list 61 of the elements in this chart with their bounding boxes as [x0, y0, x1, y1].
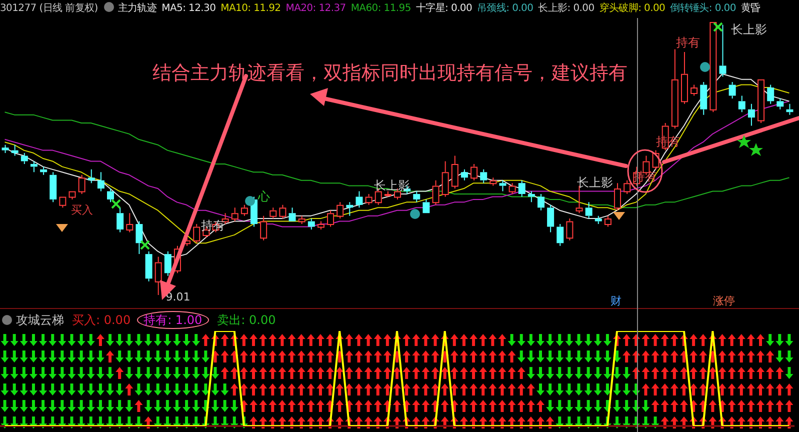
text: 长上影: 0.00	[538, 3, 594, 14]
text: 十字星: 0.00	[416, 3, 472, 14]
candlestick	[50, 172, 57, 203]
candlestick	[107, 188, 114, 203]
text: 黄昏	[740, 3, 760, 14]
candlestick	[88, 168, 95, 184]
candlestick	[585, 202, 592, 220]
annotation: 长上影	[731, 22, 767, 36]
candlestick	[413, 190, 420, 203]
text: MA20: 12.37	[286, 3, 346, 14]
candlestick	[116, 207, 124, 233]
candlestick	[40, 166, 48, 176]
candlestick	[422, 198, 430, 214]
candlestick	[738, 95, 746, 113]
annotation: 9.01	[166, 290, 190, 304]
candlestick	[537, 193, 544, 211]
text: 买入: 0.00	[72, 313, 131, 327]
annotation: 买入	[71, 204, 93, 216]
annotation: 持有	[676, 36, 700, 50]
text: 穿头破脚: 0.00	[599, 3, 666, 14]
annotation: 财	[610, 294, 622, 308]
candlestick	[97, 172, 104, 192]
chart-title: 301277 (日线 前复权)	[0, 3, 98, 14]
circle-outline: 持有: 1.00	[136, 311, 210, 329]
candlestick	[288, 207, 296, 222]
candlestick	[748, 103, 755, 126]
candlestick	[346, 202, 354, 216]
candlestick	[786, 103, 794, 116]
candlestick	[460, 168, 468, 181]
candlestick	[518, 180, 526, 198]
candlestick	[20, 152, 28, 164]
text: MA10: 11.92	[220, 3, 281, 14]
candlestick	[700, 82, 708, 116]
candlestick	[556, 224, 564, 246]
candlestick	[2, 144, 9, 154]
candlestick	[547, 204, 554, 233]
candlestick	[480, 168, 488, 184]
candlestick	[356, 190, 363, 208]
annotation: 长上影	[577, 176, 613, 190]
annotation: 涨停	[713, 294, 735, 308]
text: MA5: 12.30	[162, 3, 216, 14]
candlestick	[145, 250, 152, 282]
candlestick	[594, 215, 602, 225]
candlestick	[776, 98, 784, 110]
candlestick	[528, 190, 535, 203]
chart-subtitle: 主力轨迹	[118, 3, 157, 14]
text: 卖出: 0.00	[217, 313, 276, 327]
annotation: 心	[258, 190, 270, 204]
candlestick	[30, 160, 38, 173]
candlestick	[11, 144, 18, 156]
candlestick	[728, 82, 736, 99]
candlestick	[164, 250, 172, 276]
text: 吊颈线: 0.00	[477, 3, 534, 14]
candlestick	[499, 180, 506, 192]
text: 倒转锤头: 0.00	[670, 3, 736, 14]
candlestick	[767, 84, 774, 104]
chart-title: 攻城云梯	[16, 313, 64, 327]
text: MA60: 11.95	[350, 3, 411, 14]
candlestick	[719, 24, 726, 78]
candlestick	[308, 218, 315, 230]
candlestick	[136, 220, 143, 255]
